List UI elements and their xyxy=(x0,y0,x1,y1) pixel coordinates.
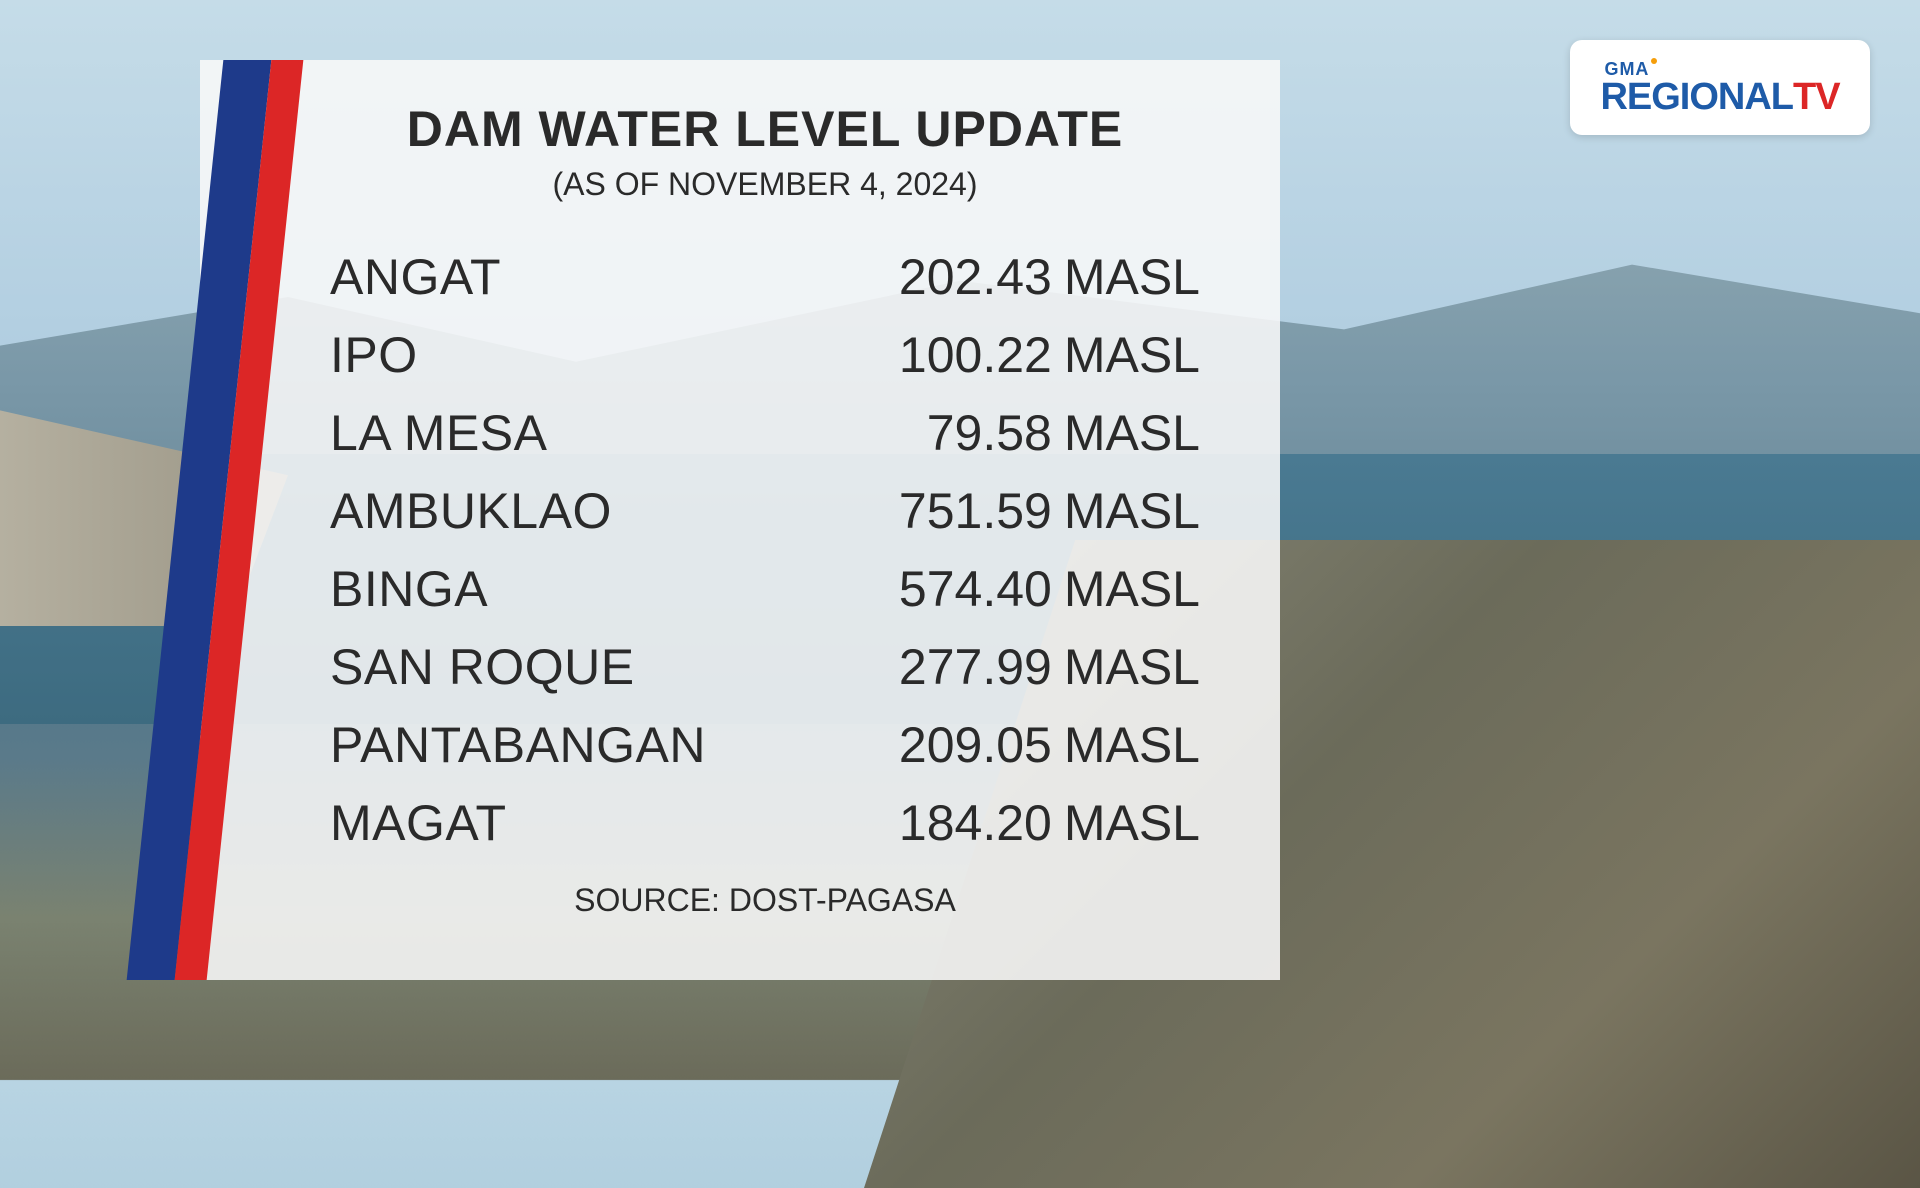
dam-unit: MASL xyxy=(1064,404,1200,462)
logo-inner: GMA REGIONAL TV xyxy=(1600,60,1839,116)
info-panel: DAM WATER LEVEL UPDATE (AS OF NOVEMBER 4… xyxy=(200,60,1280,980)
dam-value-wrap: 184.20 MASL xyxy=(872,794,1200,852)
table-row: IPO 100.22 MASL xyxy=(330,326,1200,384)
table-row: LA MESA 79.58 MASL xyxy=(330,404,1200,462)
dam-value: 202.43 xyxy=(872,248,1052,306)
logo-main: REGIONAL TV xyxy=(1600,78,1839,116)
dam-unit: MASL xyxy=(1064,794,1200,852)
logo-tv-text: TV xyxy=(1793,78,1840,116)
dam-unit: MASL xyxy=(1064,560,1200,618)
dam-unit: MASL xyxy=(1064,248,1200,306)
dam-name: LA MESA xyxy=(330,404,548,462)
logo-regional-text: REGIONAL xyxy=(1600,78,1793,116)
panel-title: DAM WATER LEVEL UPDATE xyxy=(310,100,1220,158)
dam-value-wrap: 209.05 MASL xyxy=(872,716,1200,774)
logo-network: GMA xyxy=(1604,60,1649,78)
dam-name: AMBUKLAO xyxy=(330,482,612,540)
dam-value-wrap: 79.58 MASL xyxy=(872,404,1200,462)
dam-value: 574.40 xyxy=(872,560,1052,618)
dam-value: 209.05 xyxy=(872,716,1052,774)
dam-value: 184.20 xyxy=(872,794,1052,852)
dam-name: BINGA xyxy=(330,560,488,618)
dam-value-wrap: 277.99 MASL xyxy=(872,638,1200,696)
dam-value: 751.59 xyxy=(872,482,1052,540)
dam-value: 277.99 xyxy=(872,638,1052,696)
logo-badge: GMA REGIONAL TV xyxy=(1570,40,1870,135)
dam-unit: MASL xyxy=(1064,638,1200,696)
dam-value-wrap: 574.40 MASL xyxy=(872,560,1200,618)
dam-unit: MASL xyxy=(1064,482,1200,540)
dam-unit: MASL xyxy=(1064,326,1200,384)
dam-name: SAN ROQUE xyxy=(330,638,635,696)
dam-value-wrap: 202.43 MASL xyxy=(872,248,1200,306)
dam-name: ANGAT xyxy=(330,248,501,306)
dam-unit: MASL xyxy=(1064,716,1200,774)
dam-value: 79.58 xyxy=(872,404,1052,462)
source-line: SOURCE: DOST-PAGASA xyxy=(310,882,1220,919)
panel-subtitle: (AS OF NOVEMBER 4, 2024) xyxy=(310,166,1220,203)
dam-value: 100.22 xyxy=(872,326,1052,384)
dam-value-wrap: 100.22 MASL xyxy=(872,326,1200,384)
table-row: BINGA 574.40 MASL xyxy=(330,560,1200,618)
dam-name: IPO xyxy=(330,326,418,384)
dam-name: PANTABANGAN xyxy=(330,716,706,774)
table-row: AMBUKLAO 751.59 MASL xyxy=(330,482,1200,540)
dam-name: MAGAT xyxy=(330,794,507,852)
table-row: MAGAT 184.20 MASL xyxy=(330,794,1200,852)
table-row: ANGAT 202.43 MASL xyxy=(330,248,1200,306)
table-row: SAN ROQUE 277.99 MASL xyxy=(330,638,1200,696)
data-table: ANGAT 202.43 MASL IPO 100.22 MASL LA MES… xyxy=(310,248,1220,852)
table-row: PANTABANGAN 209.05 MASL xyxy=(330,716,1200,774)
dam-value-wrap: 751.59 MASL xyxy=(872,482,1200,540)
